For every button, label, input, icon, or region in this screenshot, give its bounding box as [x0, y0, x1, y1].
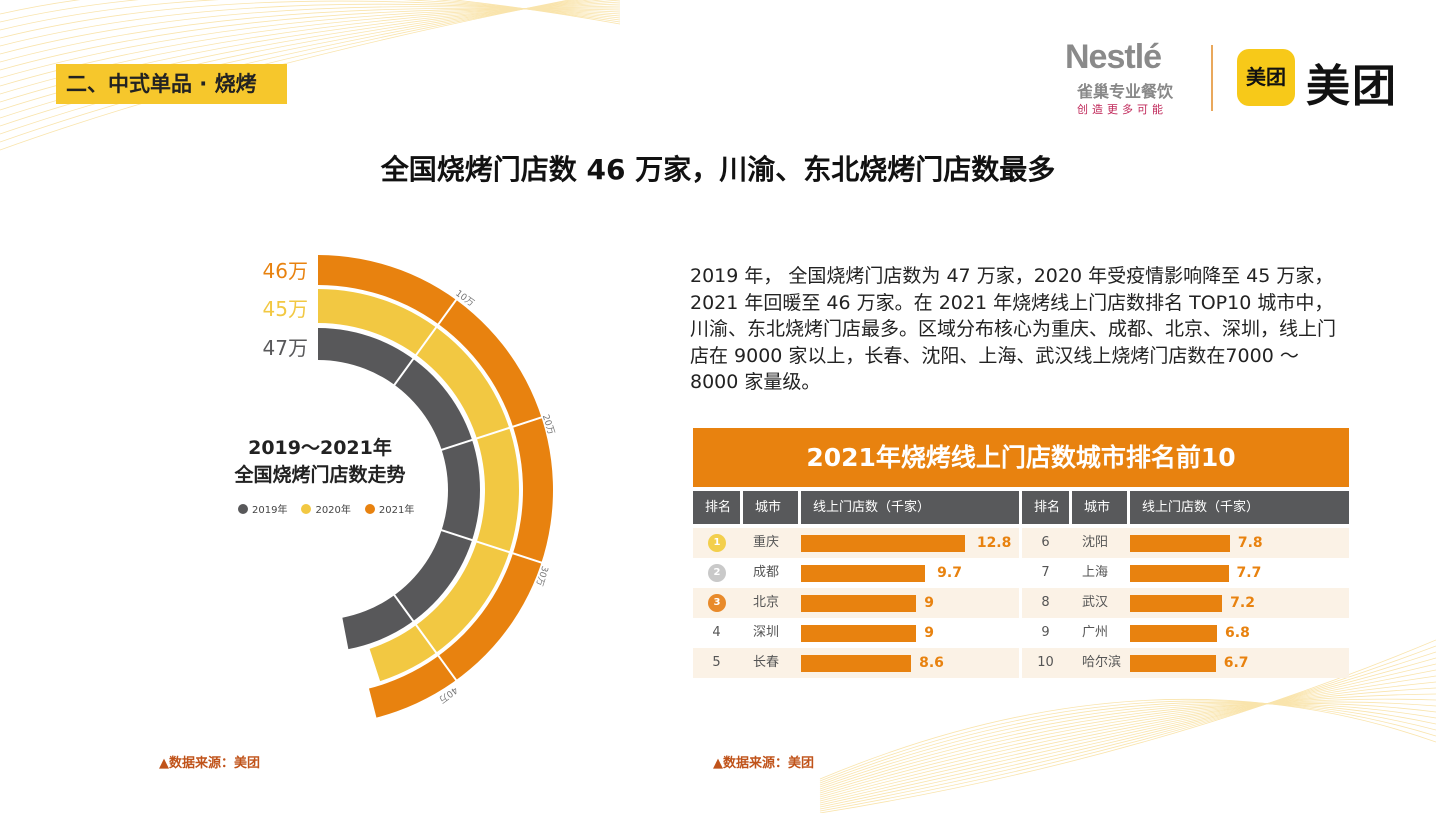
rank-cell: 5 — [712, 655, 721, 670]
store-count-bar — [801, 595, 917, 612]
medal-icon: 3 — [708, 594, 726, 612]
legend-dot-icon — [364, 504, 375, 514]
tick-line — [392, 592, 459, 684]
label-2021: 46万 — [262, 259, 308, 283]
legend-dot-icon — [301, 504, 312, 514]
legend-2021: 2021年 — [364, 501, 415, 516]
tick-line — [439, 415, 545, 452]
store-count-bar — [1130, 535, 1230, 552]
rank-cell: 7 — [1041, 565, 1050, 580]
tick-line — [392, 296, 459, 388]
store-count-value: 9.7 — [937, 565, 962, 581]
meituan-badge-logo: 美团 — [1237, 49, 1295, 106]
label-2020: 45万 — [262, 297, 308, 321]
chart-title-years: 2019～2021年 — [248, 437, 392, 459]
header-stores: 线上门店数（千家） — [801, 491, 1019, 524]
header-rank: 排名 — [1022, 491, 1069, 524]
chart-title: 2019～2021年 全国烧烤门店数走势 — [200, 435, 440, 489]
store-count-bar — [801, 535, 965, 552]
city-cell: 重庆 — [753, 535, 780, 550]
chart-legend: 2019年 2020年 2021年 — [238, 501, 414, 516]
city-cell: 北京 — [753, 595, 780, 610]
rank-cell: 10 — [1037, 655, 1054, 670]
store-count-value: 8.6 — [919, 655, 944, 671]
city-cell: 广州 — [1082, 625, 1109, 640]
chart-subtitle: 全国烧烤门店数走势 — [234, 464, 406, 486]
city-cell: 哈尔滨 — [1082, 655, 1122, 670]
legend-dot-icon — [238, 504, 248, 514]
medal-icon: 1 — [708, 534, 726, 552]
legend-label: 2020年 — [315, 505, 351, 516]
nestle-slogan: 创造更多可能 — [1077, 103, 1167, 116]
medal-icon: 2 — [708, 564, 726, 582]
tick-line — [439, 528, 545, 565]
page-title: 全国烧烤门店数 46 万家，川渝、东北烧烤门店数最多 — [380, 153, 1056, 186]
legend-label: 2019年 — [252, 505, 288, 516]
logo-divider — [1211, 45, 1213, 111]
header-city: 城市 — [1072, 491, 1127, 524]
header-rank: 排名 — [693, 491, 740, 524]
legend-2020: 2020年 — [301, 501, 351, 516]
city-cell: 上海 — [1082, 565, 1109, 580]
legend-label: 2021年 — [378, 505, 415, 516]
ring-2019 — [318, 328, 481, 650]
store-count-bar — [801, 655, 912, 672]
store-count-value: 6.8 — [1225, 625, 1250, 641]
store-count-bar — [801, 565, 926, 582]
header-city: 城市 — [743, 491, 798, 524]
label-2019: 47万 — [262, 336, 308, 360]
ring-2021 — [318, 255, 554, 718]
rank-cell: 9 — [1041, 625, 1050, 640]
store-count-bar — [1130, 595, 1223, 612]
source-note-left: ▲数据来源：美团 — [159, 756, 260, 771]
nestle-wordmark: Nestlé — [1065, 38, 1162, 76]
meituan-wordmark: 美团 — [1306, 61, 1398, 112]
city-cell: 长春 — [753, 655, 780, 670]
city-cell: 沈阳 — [1082, 535, 1109, 550]
city-cell: 深圳 — [753, 625, 780, 640]
store-count-value: 7.7 — [1236, 565, 1262, 581]
summary-paragraph: 2019 年， 全国烧烤门店数为 47 万家，2020 年受疫情影响降至 45 … — [690, 265, 1337, 393]
city-cell: 成都 — [753, 565, 780, 580]
source-note-right: ▲数据来源：美团 — [713, 756, 814, 771]
store-count-value: 12.8 — [976, 535, 1012, 551]
radial-bar-chart — [318, 255, 554, 718]
city-cell: 武汉 — [1082, 595, 1109, 610]
store-count-value: 7.8 — [1237, 535, 1263, 551]
rank-cell: 8 — [1041, 595, 1050, 610]
store-count-value: 7.2 — [1230, 595, 1255, 611]
store-count-value: 6.7 — [1223, 655, 1249, 671]
store-count-bar — [1130, 655, 1216, 672]
table-title: 2021年烧烤线上门店数城市排名前10 — [693, 428, 1349, 487]
legend-2019: 2019年 — [238, 501, 287, 516]
store-count-bar — [1130, 625, 1218, 642]
store-count-bar — [1130, 565, 1229, 582]
ring-2020 — [318, 289, 519, 682]
rank-cell: 4 — [712, 625, 721, 640]
store-count-value: 9 — [924, 625, 934, 641]
section-tag: 二、中式单品 · 烧烤 — [56, 64, 287, 104]
store-count-bar — [801, 625, 917, 642]
header-stores: 线上门店数（千家） — [1130, 491, 1349, 524]
store-count-value: 9 — [924, 595, 934, 611]
nestle-cn: 雀巢专业餐饮 — [1077, 82, 1174, 101]
rank-cell: 6 — [1041, 535, 1050, 550]
